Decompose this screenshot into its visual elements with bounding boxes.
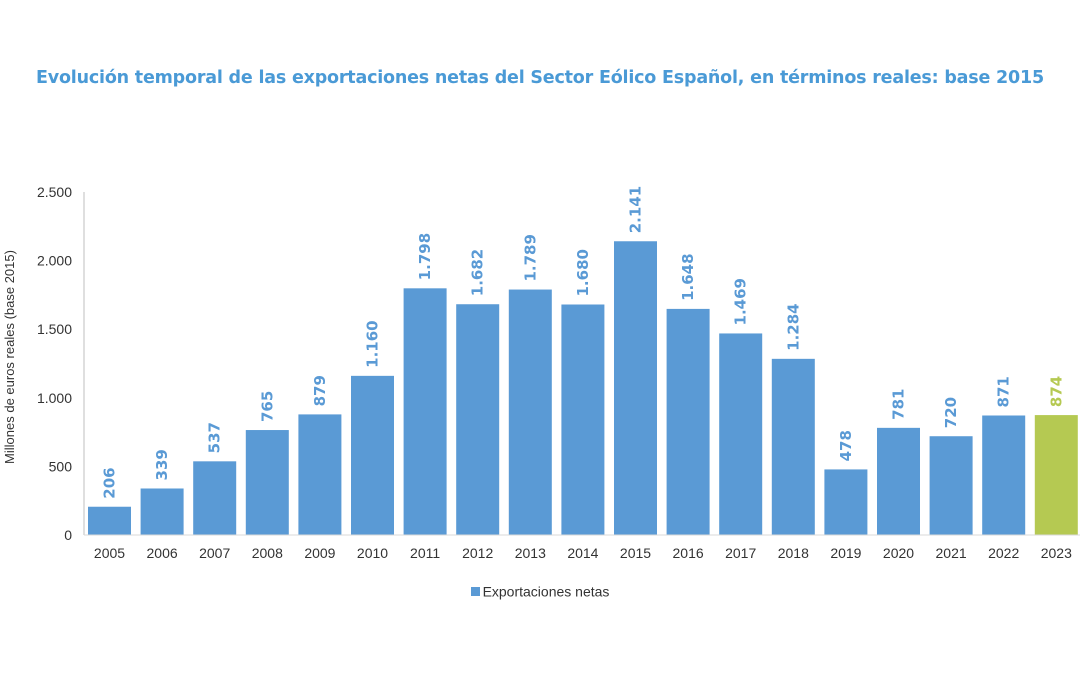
data-label-2016: 1.648 xyxy=(679,253,697,300)
data-label-2013: 1.789 xyxy=(521,234,539,281)
bar-2012 xyxy=(456,304,500,535)
x-tick-label: 2021 xyxy=(936,545,967,561)
y-tick-label: 1.500 xyxy=(37,321,72,337)
x-tick-label: 2010 xyxy=(357,545,388,561)
y-tick-label: 500 xyxy=(49,458,73,474)
x-tick-label: 2016 xyxy=(673,545,704,561)
x-axis: 2005 2006 2007 2008 2009 2010 2011 2012 2013 2014… xyxy=(84,534,1080,561)
x-tick-label: 2006 xyxy=(147,545,178,561)
data-label-2017: 1.469 xyxy=(732,278,750,325)
data-label-2011: 1.798 xyxy=(416,233,434,280)
x-tick-label: 2017 xyxy=(725,545,756,561)
x-tick-label: 2008 xyxy=(252,545,283,561)
data-label-2022: 871 xyxy=(995,376,1013,407)
y-axis-label: Millones de euros reales (base 2015) xyxy=(2,250,17,464)
bar-2015 xyxy=(614,241,657,535)
bar-2010 xyxy=(351,375,394,535)
y-tick-label: 2.000 xyxy=(37,253,72,269)
legend: Exportaciones netas xyxy=(0,582,1080,599)
bar-2007 xyxy=(193,461,237,535)
data-label-2010: 1.160 xyxy=(364,320,382,367)
x-tick-label: 2005 xyxy=(94,545,125,561)
x-tick-label: 2009 xyxy=(304,545,335,561)
x-tick-label: 2011 xyxy=(410,545,440,561)
legend-label: Exportaciones netas xyxy=(482,583,610,600)
bar-2005 xyxy=(88,506,131,535)
data-label-2014: 1.680 xyxy=(574,249,592,296)
bar-2013 xyxy=(508,289,552,535)
bar-2021 xyxy=(929,436,973,535)
bar-2018 xyxy=(771,358,815,535)
x-tick-label: 2020 xyxy=(883,545,914,561)
bar-2008 xyxy=(245,430,289,535)
bar-2017 xyxy=(719,333,763,535)
bars: 206 339 537 765 879 1.160 1.798 1.682 1.789 1.680… xyxy=(88,186,1078,535)
bar-2023 xyxy=(1034,415,1078,535)
data-label-2007: 537 xyxy=(206,422,224,453)
x-tick-label: 2022 xyxy=(988,545,1019,561)
x-tick-label: 2019 xyxy=(830,545,861,561)
y-tick-label: 2.500 xyxy=(37,184,72,200)
x-tick-label: 2012 xyxy=(462,545,493,561)
bar-2020 xyxy=(877,427,920,535)
bar-2016 xyxy=(666,308,710,535)
x-tick-label: 2018 xyxy=(778,545,809,561)
bar-2019 xyxy=(824,469,868,535)
data-label-2006: 339 xyxy=(153,449,171,480)
bar-2006 xyxy=(140,488,184,535)
data-label-2005: 206 xyxy=(101,467,119,498)
data-label-2020: 781 xyxy=(890,389,908,420)
chart-title: Evolución temporal de las exportaciones … xyxy=(36,68,1044,88)
x-tick-label: 2015 xyxy=(620,545,651,561)
y-tick-label: 1.000 xyxy=(37,390,72,406)
data-label-2021: 720 xyxy=(942,397,960,428)
data-label-2009: 879 xyxy=(311,375,329,406)
bar-2014 xyxy=(561,304,605,535)
legend-swatch xyxy=(470,586,480,596)
bar-2009 xyxy=(298,414,342,535)
x-tick-label: 2023 xyxy=(1041,545,1072,561)
x-tick-label: 2007 xyxy=(199,545,230,561)
bar-2011 xyxy=(403,288,447,535)
data-label-2023: 874 xyxy=(1047,376,1065,407)
data-label-2015: 2.141 xyxy=(627,186,645,233)
x-tick-label: 2013 xyxy=(515,545,546,561)
data-label-2012: 1.682 xyxy=(469,249,487,296)
data-label-2019: 478 xyxy=(837,430,855,461)
y-axis: 0 500 1.000 1.500 2.000 2.500 xyxy=(37,184,85,543)
data-label-2018: 1.284 xyxy=(784,303,802,350)
y-tick-label: 0 xyxy=(64,527,72,543)
bar-2022 xyxy=(982,415,1026,535)
x-tick-label: 2014 xyxy=(567,545,598,561)
data-label-2008: 765 xyxy=(258,391,276,422)
